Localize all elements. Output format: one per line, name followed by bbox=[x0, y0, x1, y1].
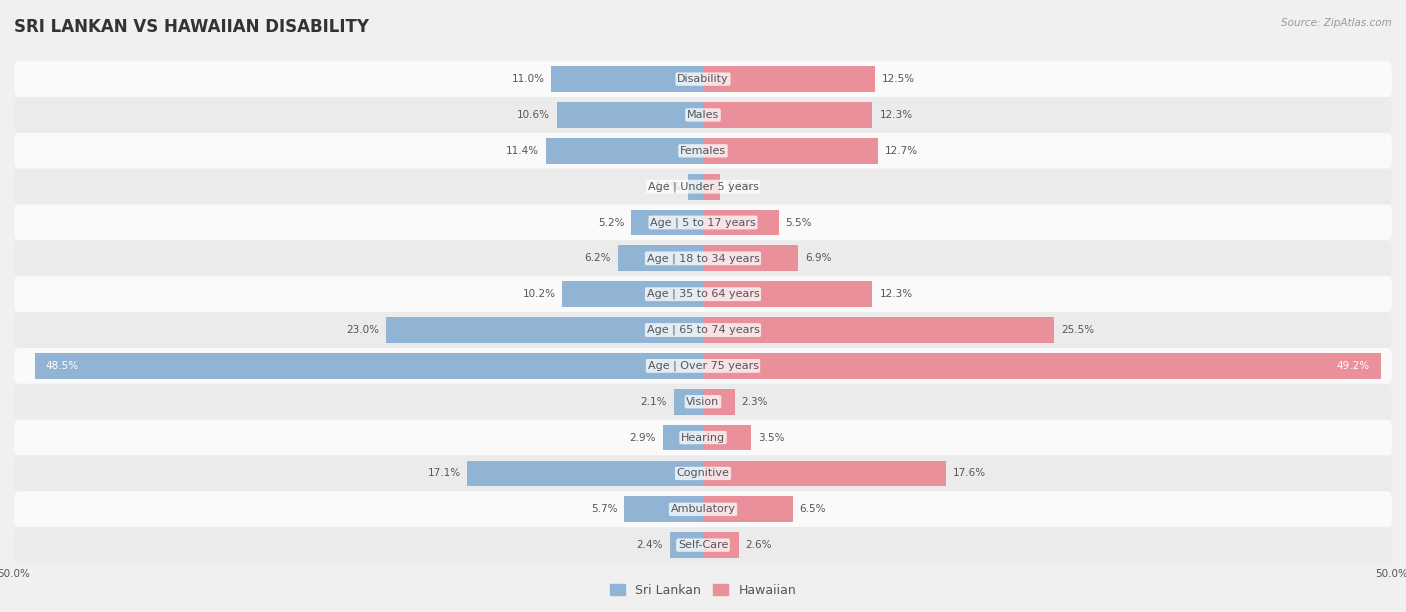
FancyBboxPatch shape bbox=[14, 491, 1392, 527]
Bar bbox=[703, 353, 1381, 379]
Text: 6.5%: 6.5% bbox=[800, 504, 825, 514]
Bar bbox=[35, 353, 703, 379]
FancyBboxPatch shape bbox=[14, 455, 1392, 491]
Text: Hearing: Hearing bbox=[681, 433, 725, 442]
Text: 2.4%: 2.4% bbox=[637, 540, 664, 550]
Bar bbox=[387, 317, 703, 343]
Text: 6.2%: 6.2% bbox=[583, 253, 610, 263]
Text: 12.5%: 12.5% bbox=[882, 74, 915, 84]
Bar bbox=[703, 389, 735, 415]
Text: SRI LANKAN VS HAWAIIAN DISABILITY: SRI LANKAN VS HAWAIIAN DISABILITY bbox=[14, 18, 368, 36]
Text: 12.7%: 12.7% bbox=[884, 146, 918, 156]
Bar bbox=[688, 174, 703, 200]
Bar bbox=[631, 209, 703, 236]
Text: 1.2%: 1.2% bbox=[727, 182, 754, 192]
Text: 2.1%: 2.1% bbox=[641, 397, 668, 407]
Text: Vision: Vision bbox=[686, 397, 720, 407]
FancyBboxPatch shape bbox=[14, 204, 1392, 241]
Bar bbox=[669, 532, 703, 558]
FancyBboxPatch shape bbox=[14, 276, 1392, 312]
FancyBboxPatch shape bbox=[14, 241, 1392, 276]
Bar bbox=[546, 138, 703, 164]
Text: 12.3%: 12.3% bbox=[879, 289, 912, 299]
FancyBboxPatch shape bbox=[14, 169, 1392, 204]
Text: 1.1%: 1.1% bbox=[654, 182, 681, 192]
Text: 11.0%: 11.0% bbox=[512, 74, 544, 84]
Text: Disability: Disability bbox=[678, 74, 728, 84]
Text: 23.0%: 23.0% bbox=[346, 325, 380, 335]
Bar bbox=[703, 460, 945, 487]
Text: 49.2%: 49.2% bbox=[1337, 361, 1369, 371]
Text: 3.5%: 3.5% bbox=[758, 433, 785, 442]
Bar bbox=[703, 138, 877, 164]
Text: Age | 65 to 74 years: Age | 65 to 74 years bbox=[647, 325, 759, 335]
Bar bbox=[673, 389, 703, 415]
Text: Age | 18 to 34 years: Age | 18 to 34 years bbox=[647, 253, 759, 264]
Bar bbox=[703, 245, 799, 271]
Text: Self-Care: Self-Care bbox=[678, 540, 728, 550]
FancyBboxPatch shape bbox=[14, 97, 1392, 133]
FancyBboxPatch shape bbox=[14, 527, 1392, 563]
Text: 5.7%: 5.7% bbox=[591, 504, 617, 514]
Text: 5.5%: 5.5% bbox=[786, 217, 813, 228]
Text: Age | 35 to 64 years: Age | 35 to 64 years bbox=[647, 289, 759, 299]
Text: 25.5%: 25.5% bbox=[1062, 325, 1094, 335]
FancyBboxPatch shape bbox=[14, 133, 1392, 169]
Bar bbox=[703, 496, 793, 522]
Bar bbox=[624, 496, 703, 522]
Text: 17.6%: 17.6% bbox=[952, 468, 986, 479]
Text: 2.3%: 2.3% bbox=[741, 397, 768, 407]
Text: 2.9%: 2.9% bbox=[630, 433, 657, 442]
FancyBboxPatch shape bbox=[14, 348, 1392, 384]
Bar bbox=[703, 102, 873, 128]
Text: 11.4%: 11.4% bbox=[506, 146, 538, 156]
Bar bbox=[664, 425, 703, 450]
FancyBboxPatch shape bbox=[14, 384, 1392, 420]
Text: 5.2%: 5.2% bbox=[598, 217, 624, 228]
Text: Age | Over 75 years: Age | Over 75 years bbox=[648, 360, 758, 371]
Bar bbox=[557, 102, 703, 128]
Bar bbox=[703, 317, 1054, 343]
Bar bbox=[703, 532, 738, 558]
Bar bbox=[551, 66, 703, 92]
Bar bbox=[703, 425, 751, 450]
Bar bbox=[703, 209, 779, 236]
Bar bbox=[703, 174, 720, 200]
Text: 10.2%: 10.2% bbox=[523, 289, 555, 299]
Text: 17.1%: 17.1% bbox=[427, 468, 461, 479]
FancyBboxPatch shape bbox=[14, 61, 1392, 97]
Text: Females: Females bbox=[681, 146, 725, 156]
Text: 48.5%: 48.5% bbox=[46, 361, 79, 371]
Text: 2.6%: 2.6% bbox=[745, 540, 772, 550]
Legend: Sri Lankan, Hawaiian: Sri Lankan, Hawaiian bbox=[605, 579, 801, 602]
Text: Cognitive: Cognitive bbox=[676, 468, 730, 479]
FancyBboxPatch shape bbox=[14, 312, 1392, 348]
Bar bbox=[562, 282, 703, 307]
Text: 10.6%: 10.6% bbox=[517, 110, 550, 120]
Bar bbox=[467, 460, 703, 487]
Text: 12.3%: 12.3% bbox=[879, 110, 912, 120]
Text: Source: ZipAtlas.com: Source: ZipAtlas.com bbox=[1281, 18, 1392, 28]
Text: Age | Under 5 years: Age | Under 5 years bbox=[648, 181, 758, 192]
FancyBboxPatch shape bbox=[14, 420, 1392, 455]
Text: Males: Males bbox=[688, 110, 718, 120]
Text: 6.9%: 6.9% bbox=[806, 253, 831, 263]
Text: Age | 5 to 17 years: Age | 5 to 17 years bbox=[650, 217, 756, 228]
Bar bbox=[703, 282, 873, 307]
Text: Ambulatory: Ambulatory bbox=[671, 504, 735, 514]
Bar bbox=[617, 245, 703, 271]
Bar bbox=[703, 66, 875, 92]
